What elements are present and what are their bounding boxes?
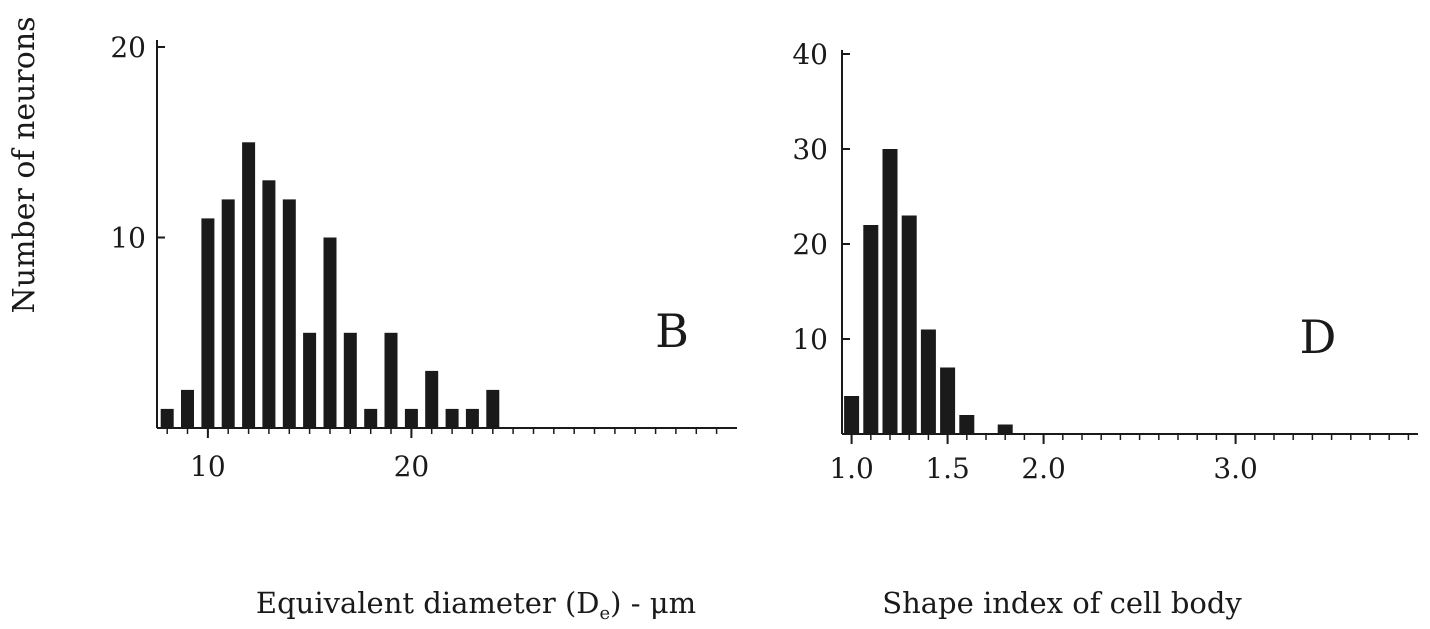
panel-d-label: D (1300, 310, 1337, 364)
panel-d-x-axis-label: Shape index of cell body (882, 586, 1242, 620)
panel-d-x-tick-label: 1.5 (925, 452, 970, 485)
panel-b-x-tick-label: 20 (394, 450, 430, 483)
panel-b-bar (425, 370, 439, 428)
panel-b-label: B (655, 304, 689, 358)
panel-b-bar (181, 389, 194, 428)
panel-b-x-tick-label: 10 (190, 450, 226, 483)
panel-b-bar (445, 408, 459, 428)
panel-b-bar (486, 389, 500, 428)
panel-b-bar (364, 408, 378, 428)
panel-d-bar (920, 329, 936, 434)
panel-d-bar (997, 424, 1013, 434)
panel-d-y-tick-label: 20 (792, 228, 828, 261)
panel-b-x-axis-label: Equivalent diameter (De) - μm (256, 586, 696, 624)
panel-d-bar (959, 415, 975, 434)
panel-b-x-ticks: 10 20 (190, 428, 429, 483)
panel-b-bar (465, 408, 479, 428)
panel-b-bar (242, 142, 256, 429)
panel-b-bar (303, 332, 317, 429)
panel-b-bar (160, 408, 174, 428)
panel-b-bar (384, 332, 398, 429)
panel-d-y-tick-label: 40 (792, 38, 828, 71)
panel-d-x-ticks: 1.0 1.5 2.0 3.0 (829, 434, 1258, 485)
panel-d-bar (844, 396, 860, 434)
panel-d: 10 20 30 40 1.0 1.5 2.0 3.0 D Shape index of c… (792, 38, 1418, 620)
panel-d-bar (901, 215, 917, 434)
panel-d-x-tick-label: 2.0 (1021, 452, 1066, 485)
panel-b-bar (323, 237, 337, 428)
panel-d-y-tick-label: 30 (792, 133, 828, 166)
panel-b-y-tick-label: 10 (110, 222, 146, 255)
panel-d-bar (863, 225, 879, 434)
panel-b-bar (282, 199, 296, 428)
panel-b-bar (201, 218, 215, 428)
panel-b-bar (343, 332, 357, 429)
panel-b-bar (262, 180, 276, 428)
panel-d-bar (940, 367, 956, 434)
panel-d-y-tick-label: 10 (792, 323, 828, 356)
panel-b-bars (160, 142, 500, 429)
panel-d-bars (844, 149, 1013, 434)
panel-b: 10 20 10 20 B Equivalent diameter (De) - μ… (110, 31, 737, 624)
panel-d-y-ticks: 10 20 30 40 (792, 38, 850, 356)
panel-b-y-ticks: 10 20 (110, 31, 165, 255)
panel-d-bar (882, 149, 898, 434)
panel-b-bar (221, 199, 235, 428)
panel-d-x-tick-label: 3.0 (1213, 452, 1258, 485)
panel-b-y-tick-label: 20 (110, 31, 146, 64)
panel-d-x-tick-label: 1.0 (829, 452, 874, 485)
y-axis-label: Number of neurons (7, 16, 42, 313)
panel-b-bar (404, 408, 418, 428)
